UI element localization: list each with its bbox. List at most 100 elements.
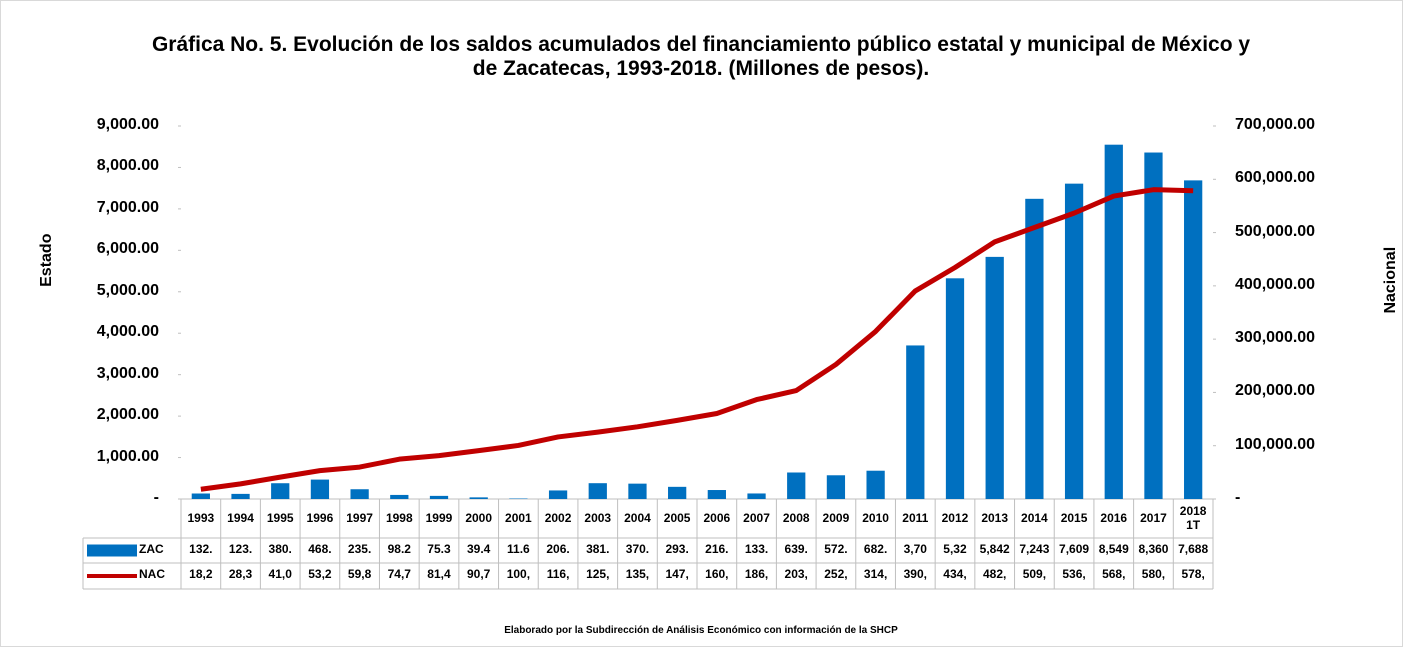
value-label: 314, [863, 568, 888, 581]
value-label: 135, [625, 568, 650, 581]
value-label: 639. [784, 542, 808, 556]
value-label: 216. [705, 542, 729, 556]
value-label: 578, [1181, 568, 1205, 581]
bar [628, 483, 647, 499]
value-label: 90,7 [467, 568, 491, 581]
value-label: 7,243 [1019, 542, 1050, 556]
y-tick-label: 4,000.00 [96, 323, 159, 341]
value-label: 381. [586, 542, 610, 556]
value-label: 206. [546, 542, 570, 556]
value-label: 235. [347, 542, 372, 556]
legend-swatch [87, 544, 137, 557]
value-label: 572. [824, 542, 848, 556]
bar [787, 472, 806, 499]
value-label: 39.4 [467, 542, 491, 556]
value-label: 11.6 [507, 542, 530, 556]
bar [668, 486, 687, 499]
bar [548, 490, 568, 499]
y2-tick-label: 700,000.00 [1235, 116, 1316, 133]
line [200, 187, 1194, 492]
bar [1104, 144, 1123, 499]
bar [469, 497, 488, 499]
x-tick-label: 2016 [1100, 510, 1128, 525]
y2-axis-title: Nacional [1381, 246, 1399, 314]
y-tick-label: 8,000.00 [96, 157, 159, 175]
value-label: 133. [744, 542, 769, 556]
x-tick-label: 1993 [187, 510, 215, 525]
value-label: 203, [784, 568, 808, 581]
bar [826, 475, 846, 499]
value-label: 568, [1102, 568, 1126, 581]
x-tick-label: 1997 [346, 510, 373, 525]
x-tick-label: 2013 [981, 510, 1009, 525]
bar [231, 493, 250, 499]
legend-label: ZAC [139, 541, 164, 556]
value-label: 186, [744, 568, 769, 581]
value-label: 5,842 [979, 542, 1010, 556]
value-label: 482, [983, 568, 1007, 581]
bar [1064, 183, 1084, 499]
value-label: 41,0 [268, 568, 292, 581]
value-label: 160, [705, 568, 729, 581]
y2-tick-label: 400,000.00 [1235, 275, 1316, 293]
value-label: 468. [308, 542, 332, 556]
value-label: 390, [903, 568, 927, 581]
bar [350, 489, 369, 499]
y2-tick-label: - [1235, 489, 1241, 506]
value-label: 59,8 [347, 568, 372, 581]
value-label: 580, [1141, 568, 1166, 581]
bar [429, 495, 449, 499]
value-label: 53,2 [308, 568, 332, 581]
note: Elaborado por la Subdirección de Análisi… [504, 625, 898, 636]
value-label: 509, [1022, 568, 1047, 581]
y-tick-label: 9,000.00 [96, 116, 159, 133]
legend-label: NAC [139, 567, 165, 581]
x-tick-label: 2004 [624, 510, 651, 525]
bar [747, 493, 766, 499]
value-label: 682. [863, 542, 888, 556]
x-tick-label: 2008 [782, 510, 810, 525]
y-tick-label: 3,000.00 [96, 364, 159, 382]
bar [191, 493, 210, 499]
bar [390, 494, 409, 499]
bar [271, 483, 290, 499]
y-tick-label: 5,000.00 [96, 281, 159, 299]
x-tick-label: 2006 [703, 510, 731, 525]
value-label: 28,3 [228, 568, 253, 581]
x-tick-label: 1996 [306, 510, 334, 525]
value-label: 252, [824, 568, 848, 581]
y-tick-label: 6,000.00 [96, 240, 159, 258]
y-tick-label: 2,000.00 [96, 406, 159, 424]
value-label: 132. [189, 542, 213, 556]
x-tick-label: 2001 [505, 510, 532, 525]
bar [588, 483, 607, 499]
value-label: 380. [268, 542, 292, 556]
x-tick-label: 2003 [584, 510, 612, 525]
x-tick-label: 2012 [941, 510, 969, 525]
x-tick-label: 2018 1T [1179, 503, 1207, 532]
x-tick-label: 1998 [385, 510, 413, 525]
value-label: 3,70 [903, 542, 927, 556]
y2-tick-label: 500,000.00 [1235, 222, 1316, 240]
value-label: 147, [665, 568, 689, 581]
value-label: 370. [625, 542, 650, 556]
bar [866, 470, 885, 499]
value-label: 7,688 [1178, 542, 1209, 556]
x-tick-label: 2002 [544, 510, 572, 525]
value-label: 123. [228, 542, 253, 556]
value-label: 116, [546, 568, 570, 581]
x-tick-label: 2015 [1060, 510, 1088, 525]
value-label: 75.3 [427, 542, 451, 556]
value-label: 293. [665, 542, 689, 556]
x-tick-label: 2011 [902, 510, 929, 525]
x-tick-label: 2009 [822, 510, 850, 525]
bar [707, 490, 726, 499]
x-tick-label: 2000 [465, 510, 493, 525]
bar [1184, 180, 1203, 499]
y2-tick-label: 300,000.00 [1235, 329, 1316, 347]
x-tick-label: 1995 [266, 510, 294, 525]
x-tick-label: 1994 [227, 510, 254, 525]
value-label: 5,32 [943, 542, 967, 556]
